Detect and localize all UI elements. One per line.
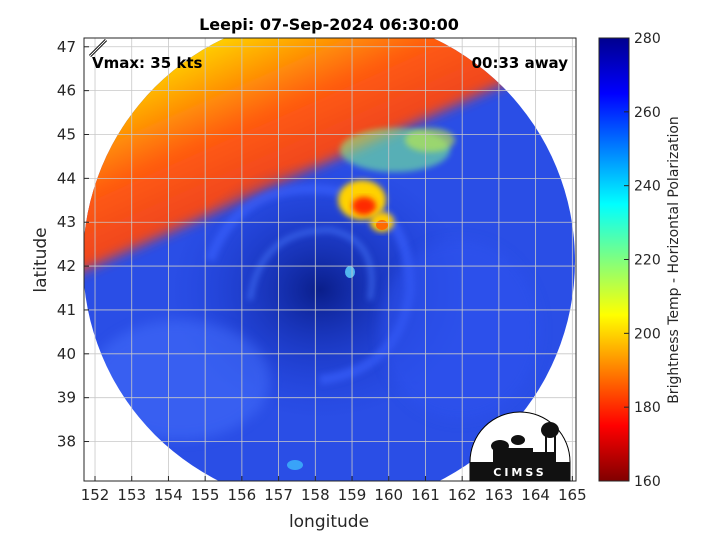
y-tick-label: 38	[57, 433, 76, 451]
x-tick-label: 159	[338, 486, 367, 504]
x-ticks: 152 153 154 155 156 157 158 159 160 161 162 163 164 1…	[81, 476, 587, 504]
y-tick-label: 46	[57, 82, 76, 100]
colorbar-tick-label: 220	[634, 253, 661, 269]
y-tick-label: 45	[57, 125, 76, 143]
x-tick-label: 153	[117, 486, 146, 504]
colorbar-tick-label: 280	[634, 31, 661, 47]
x-tick-label: 164	[521, 486, 550, 504]
x-tick-label: 160	[374, 486, 403, 504]
y-axis-title: latitude	[31, 227, 51, 292]
colorbar-title: Brightness Temp - Horizontal Polarizatio…	[666, 116, 682, 404]
colorbar-ticks: 160 180 200 220 240 260 280	[624, 31, 661, 490]
x-tick-label: 155	[191, 486, 220, 504]
y-ticks: 38 39 40 41 42 43 44 45 46 47	[57, 38, 89, 451]
x-tick-label: 154	[154, 486, 183, 504]
x-tick-label: 165	[558, 486, 587, 504]
x-tick-label: 163	[485, 486, 514, 504]
time-offset-label: 00:33 away	[472, 54, 569, 72]
chart-title: Leepi: 07-Sep-2024 06:30:00	[199, 15, 459, 34]
cimss-logo: CIMSS	[469, 411, 571, 482]
axes-box	[83, 37, 577, 482]
colorbar-tick-label: 260	[634, 105, 661, 121]
x-tick-label: 152	[81, 486, 110, 504]
x-tick-label: 156	[228, 486, 257, 504]
x-tick-label: 162	[448, 486, 477, 504]
storm-track-icon	[88, 38, 108, 58]
swath-image	[84, 38, 575, 481]
x-tick-label: 157	[264, 486, 293, 504]
x-tick-label: 158	[301, 486, 330, 504]
x-tick-label: 161	[411, 486, 440, 504]
x-axis-title: longitude	[289, 512, 369, 532]
grid	[84, 38, 576, 481]
colorbar-tick-label: 160	[634, 474, 661, 490]
vmax-label: Vmax: 35 kts	[92, 54, 202, 72]
colorbar-tick-label: 240	[634, 179, 661, 195]
y-tick-label: 41	[57, 301, 76, 319]
y-tick-label: 42	[57, 257, 76, 275]
y-tick-label: 43	[57, 213, 76, 231]
y-tick-label: 44	[57, 169, 76, 187]
colorbar-tick-label: 200	[634, 326, 661, 342]
y-tick-label: 47	[57, 38, 76, 56]
y-tick-label: 40	[57, 345, 76, 363]
logo-text: CIMSS	[493, 466, 546, 479]
colorbar-tick-label: 180	[634, 400, 661, 416]
y-tick-label: 39	[57, 389, 76, 407]
